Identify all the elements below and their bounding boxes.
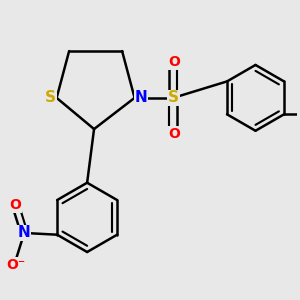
Text: O: O [10,198,22,212]
Text: N: N [18,226,31,241]
Text: O: O [168,55,180,69]
Text: O⁻: O⁻ [6,258,25,272]
Text: S: S [168,90,179,105]
Text: O: O [168,127,180,141]
Text: S: S [45,90,56,105]
Text: N: N [134,90,147,105]
